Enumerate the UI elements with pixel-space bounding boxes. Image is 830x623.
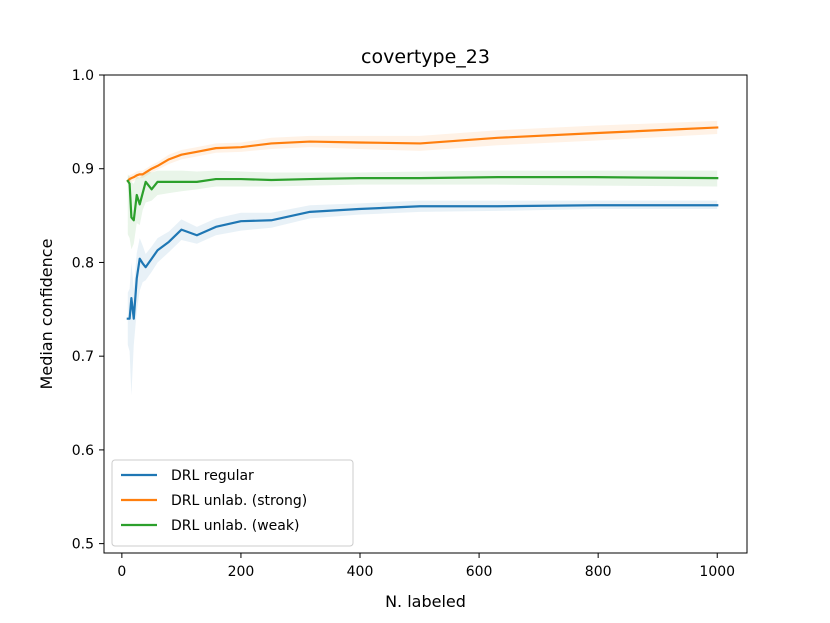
legend: DRL regular DRL unlab. (strong) DRL unlab.… bbox=[111, 459, 354, 547]
x-axis-label: N. labeled bbox=[385, 592, 466, 611]
series-lines bbox=[126, 126, 719, 320]
chart-title: covertype_23 bbox=[361, 46, 490, 68]
x-tick-label: 0 bbox=[117, 564, 126, 580]
y-tick-label: 0.9 bbox=[72, 162, 94, 178]
confidence-band-drl-unlab-strong bbox=[127, 120, 718, 185]
x-tick-label: 200 bbox=[228, 564, 255, 580]
y-tick-label: 0.7 bbox=[72, 349, 94, 365]
x-tick-label: 1000 bbox=[699, 564, 735, 580]
legend-box bbox=[111, 459, 354, 547]
x-tick-label: 600 bbox=[466, 564, 493, 580]
axes-frame bbox=[103, 74, 748, 554]
legend-label: DRL unlab. (weak) bbox=[171, 518, 299, 534]
legend-label: DRL regular bbox=[171, 468, 254, 484]
y-tick-label: 0.8 bbox=[72, 255, 94, 271]
y-tick-label: 1.0 bbox=[72, 68, 94, 84]
y-tick-label: 0.6 bbox=[72, 443, 94, 459]
y-axis-ticks: 0.5 0.6 0.7 0.8 0.9 1.0 bbox=[72, 68, 104, 553]
confidence-band-drl-regular bbox=[127, 200, 718, 396]
y-tick-label: 0.5 bbox=[72, 537, 94, 553]
x-tick-label: 800 bbox=[585, 564, 612, 580]
series-line-drl-unlab-strong bbox=[126, 126, 719, 183]
y-axis-label: Median confidence bbox=[37, 239, 56, 390]
series-line-drl-unlab-weak bbox=[126, 176, 719, 222]
legend-label: DRL unlab. (strong) bbox=[171, 493, 307, 509]
x-axis-ticks: 0 200 400 600 800 1000 bbox=[117, 553, 735, 580]
series-line-drl-regular bbox=[126, 204, 719, 320]
confidence-bands bbox=[127, 120, 718, 396]
x-tick-label: 400 bbox=[347, 564, 374, 580]
